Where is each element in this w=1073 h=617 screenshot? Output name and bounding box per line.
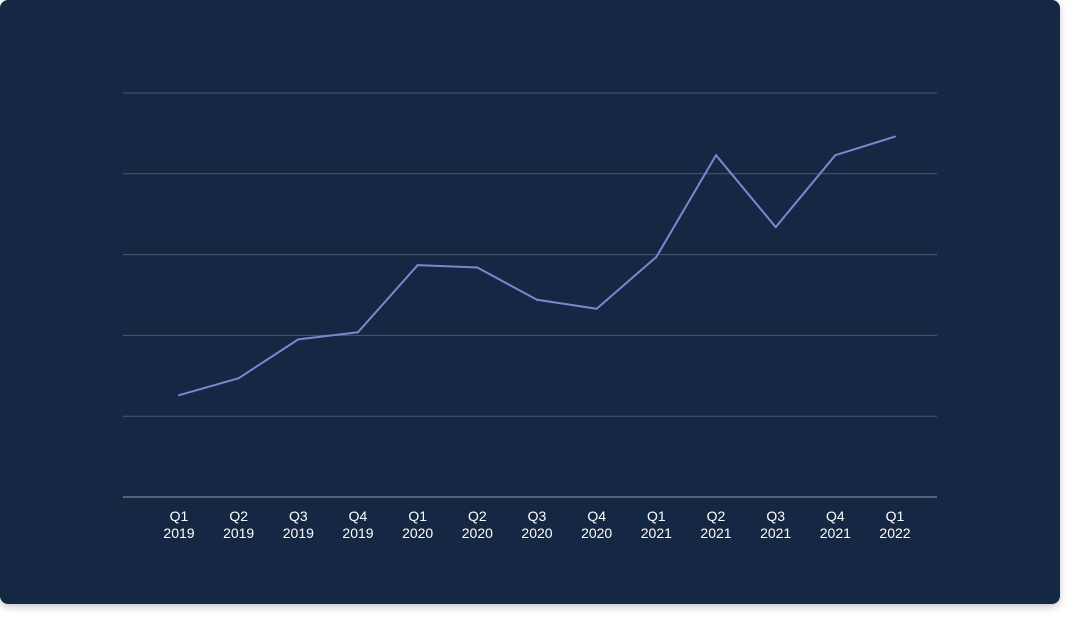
x-tick-label: Q2 2021 [700, 508, 731, 541]
tick-year: 2022 [879, 525, 910, 541]
data-point-11 [834, 154, 837, 157]
tick-quarter: Q4 [826, 508, 845, 524]
x-tick-label: Q1 2022 [879, 508, 910, 541]
data-point-0 [178, 394, 180, 397]
tick-year: 2021 [641, 525, 672, 541]
tick-quarter: Q3 [766, 508, 785, 524]
series-line-0 [178, 135, 896, 397]
tick-quarter: Q1 [886, 508, 905, 524]
x-tick-label: Q3 2021 [760, 508, 791, 541]
tick-quarter: Q1 [647, 508, 666, 524]
data-point-6 [536, 298, 538, 301]
tick-year: 2021 [760, 525, 791, 541]
data-point-10 [774, 226, 777, 229]
tick-year: 2021 [700, 525, 731, 541]
data-point-8 [655, 256, 658, 259]
series-layer [178, 135, 896, 397]
x-tick-label: Q1 2021 [641, 508, 672, 541]
data-point-2 [297, 338, 300, 341]
tick-quarter: Q1 [408, 508, 427, 524]
tick-quarter: Q3 [528, 508, 547, 524]
data-point-9 [715, 154, 717, 157]
tick-quarter: Q2 [229, 508, 248, 524]
tick-year: 2021 [820, 525, 851, 541]
x-tick-label: Q2 2019 [223, 508, 254, 541]
x-tick-label: Q1 2020 [402, 508, 433, 541]
chart-panel: Q1 2019 Q2 2019 Q3 2019 Q4 2019 Q1 2020 Q2 2020 Q3 20… [0, 0, 1060, 604]
x-tick-label: Q2 2020 [462, 508, 493, 541]
tick-year: 2019 [163, 525, 194, 541]
data-point-12 [894, 135, 896, 138]
tick-year: 2020 [462, 525, 493, 541]
tick-year: 2020 [402, 525, 433, 541]
x-tick-label: Q3 2020 [521, 508, 552, 541]
tick-quarter: Q3 [289, 508, 308, 524]
tick-quarter: Q4 [349, 508, 368, 524]
tick-year: 2020 [581, 525, 612, 541]
x-tick-label: Q4 2019 [342, 508, 373, 541]
x-tick-label: Q1 2019 [163, 508, 194, 541]
x-tick-label: Q4 2020 [581, 508, 612, 541]
tick-quarter: Q2 [468, 508, 487, 524]
x-tick-label: Q4 2021 [820, 508, 851, 541]
x-tick-label: Q3 2019 [283, 508, 314, 541]
tick-year: 2019 [342, 525, 373, 541]
tick-year: 2019 [283, 525, 314, 541]
data-point-7 [595, 307, 598, 310]
tick-quarter: Q4 [587, 508, 606, 524]
tick-quarter: Q2 [707, 508, 726, 524]
tick-year: 2019 [223, 525, 254, 541]
tick-quarter: Q1 [170, 508, 189, 524]
tick-year: 2020 [521, 525, 552, 541]
data-point-4 [416, 264, 419, 267]
data-point-1 [237, 377, 240, 380]
gridlines [123, 92, 937, 417]
data-point-5 [476, 266, 479, 269]
data-point-3 [357, 331, 359, 334]
